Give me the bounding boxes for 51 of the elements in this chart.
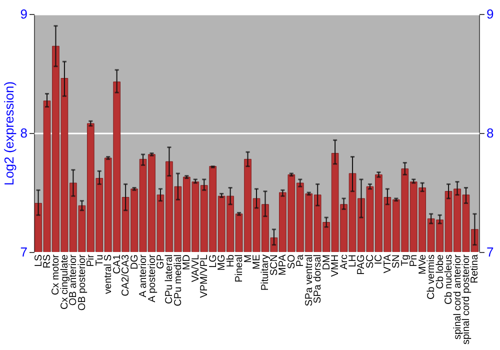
x-tick-label: VPM/VPL xyxy=(199,254,210,298)
x-tick-label: ME xyxy=(252,254,262,270)
x-tick-label: Retina xyxy=(470,254,481,284)
y2-tick-label: 8 xyxy=(486,126,494,140)
x-tick-label: OB posterior xyxy=(76,254,88,311)
x-tick-label: ventral S xyxy=(103,254,114,294)
x-tick-label: Arc xyxy=(338,254,350,270)
x-tick-label: CA2/CA3 xyxy=(120,254,132,296)
x-tick-label: Hb xyxy=(225,254,236,268)
x-tick-label: A posterior xyxy=(146,254,158,302)
x-tick-label: M xyxy=(242,254,254,263)
x-tick-label: VTA xyxy=(382,254,394,274)
y-tick-label: 9 xyxy=(20,6,28,22)
x-tick-label: SN xyxy=(391,254,402,268)
x-tick-label: Pn xyxy=(408,254,420,267)
x-tick-label: MPA xyxy=(278,254,289,276)
x-tick-label: Tg xyxy=(400,254,411,266)
x-tick-label: Pituitary xyxy=(260,254,272,291)
x-tick-label: LG xyxy=(208,254,219,268)
x-tick-label: SCN xyxy=(268,254,280,276)
x-tick-label: DG xyxy=(129,254,140,270)
x-tick-label: A anterior xyxy=(138,254,150,298)
x-tick-label: VMH xyxy=(330,254,342,277)
x-tick-label: Cx cingulate xyxy=(59,254,70,310)
x-tick-label: DM xyxy=(321,254,332,270)
y2-tick-label: 9 xyxy=(486,6,494,22)
x-tick-label: SO xyxy=(286,254,298,269)
x-tick-label: Cb nucleus xyxy=(444,254,455,305)
x-tick-label: Pa xyxy=(295,254,306,267)
x-tick-label: spinal cord posterior xyxy=(460,254,472,345)
x-tick-label: SPa dorsal xyxy=(312,254,324,304)
x-tick-label: LS xyxy=(33,254,44,267)
x-tick-label: PAG xyxy=(356,254,368,275)
y-axis-title: Log2 (expression) xyxy=(1,81,16,186)
x-tick-label: RS xyxy=(42,254,54,268)
x-tick-label: Cb lobe xyxy=(434,254,446,289)
x-tick-label: Pir xyxy=(86,254,97,267)
x-tick-label: GP xyxy=(155,254,166,269)
x-tick-label: spinal cord anterior xyxy=(452,254,464,340)
x-tick-label: SC xyxy=(364,254,376,268)
y-tick-label: 8 xyxy=(20,126,28,140)
x-tick-label: CA1 xyxy=(112,254,123,274)
x-tick-label: Tu xyxy=(94,254,106,266)
x-tick-label: Pineal xyxy=(234,254,246,282)
x-tick-label: VA/VL xyxy=(190,254,202,282)
y2-tick-label: 7 xyxy=(486,244,494,260)
y-tick-label: 7 xyxy=(20,244,28,260)
x-tick-label: CPu medial xyxy=(172,254,184,306)
x-tick-label: OB anterior xyxy=(68,254,80,306)
x-tick-label: IC xyxy=(374,254,385,264)
x-tick-label: MVe xyxy=(417,254,428,275)
